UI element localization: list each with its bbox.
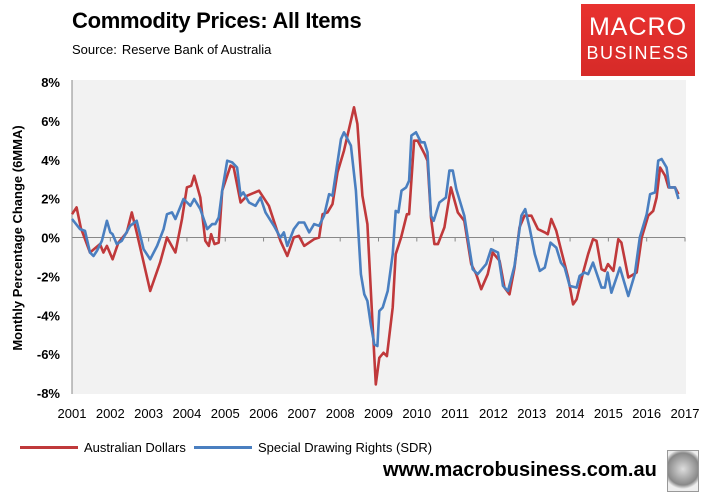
website-url: www.macrobusiness.com.au [383, 459, 657, 481]
y-tick-label: -8% [37, 386, 61, 401]
source-name: Reserve Bank of Australia [121, 42, 272, 57]
x-tick-label: 2016 [632, 406, 661, 421]
x-tick-label: 2013 [517, 406, 546, 421]
legend-swatch-aud [20, 446, 78, 449]
x-tick-label: 2009 [364, 406, 393, 421]
legend-item-sdr: Special Drawing Rights (SDR) [194, 440, 432, 455]
y-tick-label: 6% [41, 114, 60, 129]
chart-title: Commodity Prices: All Items [72, 8, 362, 33]
legend-label-aud: Australian Dollars [84, 440, 186, 455]
series-line-aud [70, 106, 680, 386]
logo-line-1: MACRO [588, 13, 688, 41]
y-tick-label: 0% [41, 231, 60, 246]
x-tick-label: 2001 [58, 406, 87, 421]
macrobusiness-logo: MACRO BUSINESS [581, 4, 695, 76]
logo-line-2: BUSINESS [586, 43, 690, 63]
x-tick-label: 2007 [287, 406, 316, 421]
source-line: Source: Reserve Bank of Australia [72, 42, 276, 57]
source-label: Source: [72, 42, 117, 57]
series-line-sdr [70, 131, 680, 348]
x-tick-label: 2010 [402, 406, 431, 421]
legend-item-aud: Australian Dollars [20, 440, 186, 455]
y-tick-label: -2% [37, 269, 61, 284]
x-tick-label: 2002 [96, 406, 125, 421]
x-tick-label: 2003 [134, 406, 163, 421]
y-tick-label: 4% [41, 153, 60, 168]
y-axis-title: Monthly Percentage Change (6MMA) [10, 125, 25, 350]
x-tick-label: 2012 [479, 406, 508, 421]
x-tick-label: 2008 [326, 406, 355, 421]
y-tick-label: 2% [41, 192, 60, 207]
x-tick-label: 2014 [556, 406, 585, 421]
x-tick-label: 2011 [441, 406, 469, 421]
x-tick-label: 2006 [249, 406, 278, 421]
y-tick-label: -4% [37, 308, 61, 323]
x-tick-label: 2005 [211, 406, 240, 421]
y-tick-label: -6% [37, 347, 61, 362]
x-tick-label: 2017 [671, 406, 700, 421]
x-tick-label: 2015 [594, 406, 623, 421]
legend-label-sdr: Special Drawing Rights (SDR) [258, 440, 433, 455]
wolf-logo-icon [667, 450, 699, 492]
legend-swatch-sdr [194, 446, 252, 449]
x-tick-label: 2004 [172, 406, 201, 421]
y-tick-label: 8% [41, 75, 60, 90]
